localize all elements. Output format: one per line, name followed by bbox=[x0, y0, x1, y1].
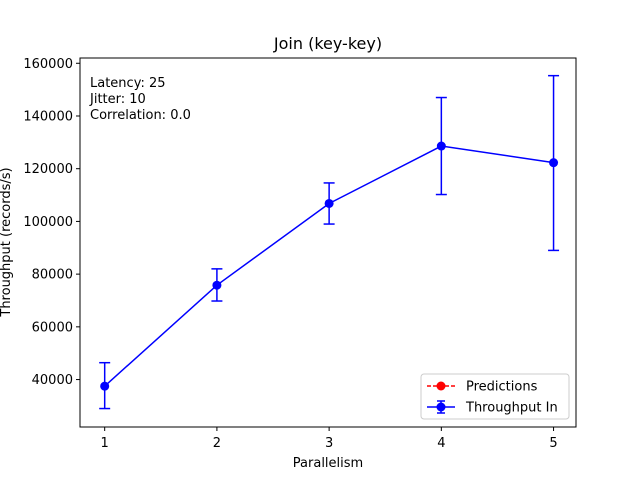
y-tick-label: 80000 bbox=[32, 268, 73, 283]
annotation-block: Latency: 25 Jitter: 10 Correlation: 0.0 bbox=[89, 76, 191, 123]
series-layer bbox=[99, 74, 560, 410]
data-point bbox=[436, 141, 446, 151]
chart-title: Join (key-key) bbox=[273, 34, 382, 53]
x-tick-label: 4 bbox=[437, 436, 445, 451]
legend-box bbox=[420, 373, 570, 420]
data-point bbox=[324, 198, 334, 208]
series-throughput-in bbox=[99, 74, 560, 410]
legend-item: Predictions bbox=[427, 380, 538, 395]
y-tick-label: 140000 bbox=[23, 109, 73, 124]
annotation-jitter: Jitter: 10 bbox=[89, 92, 146, 107]
legend-label: Throughput In bbox=[465, 401, 558, 416]
x-tick-label: 3 bbox=[325, 436, 333, 451]
annotation-correlation: Correlation: 0.0 bbox=[90, 108, 191, 123]
y-axis: 40000 60000 80000 100000 120000 140000 160000 bbox=[23, 57, 80, 388]
legend: Predictions Throughput In bbox=[420, 373, 570, 420]
y-tick-label: 160000 bbox=[23, 57, 73, 72]
data-point bbox=[212, 280, 222, 290]
y-tick-label: 120000 bbox=[23, 162, 73, 177]
y-axis-label: Throughput (records/s) bbox=[0, 167, 14, 317]
x-tick-label: 2 bbox=[213, 436, 221, 451]
x-axis-label: Parallelism bbox=[293, 456, 363, 471]
data-point bbox=[549, 158, 559, 168]
legend-marker bbox=[436, 381, 446, 391]
x-tick-label: 5 bbox=[549, 436, 557, 451]
x-tick-label: 1 bbox=[101, 436, 109, 451]
x-axis: 1 2 3 4 5 bbox=[101, 427, 558, 451]
plot-area bbox=[79, 57, 577, 428]
y-tick-label: 60000 bbox=[32, 320, 73, 335]
y-tick-label: 100000 bbox=[23, 215, 73, 230]
annotation-latency: Latency: 25 bbox=[90, 76, 166, 91]
legend-marker bbox=[436, 402, 446, 412]
legend-label: Predictions bbox=[466, 380, 538, 395]
legend-item: Throughput In bbox=[427, 400, 558, 416]
y-tick-label: 40000 bbox=[32, 373, 73, 388]
data-point bbox=[100, 381, 110, 391]
